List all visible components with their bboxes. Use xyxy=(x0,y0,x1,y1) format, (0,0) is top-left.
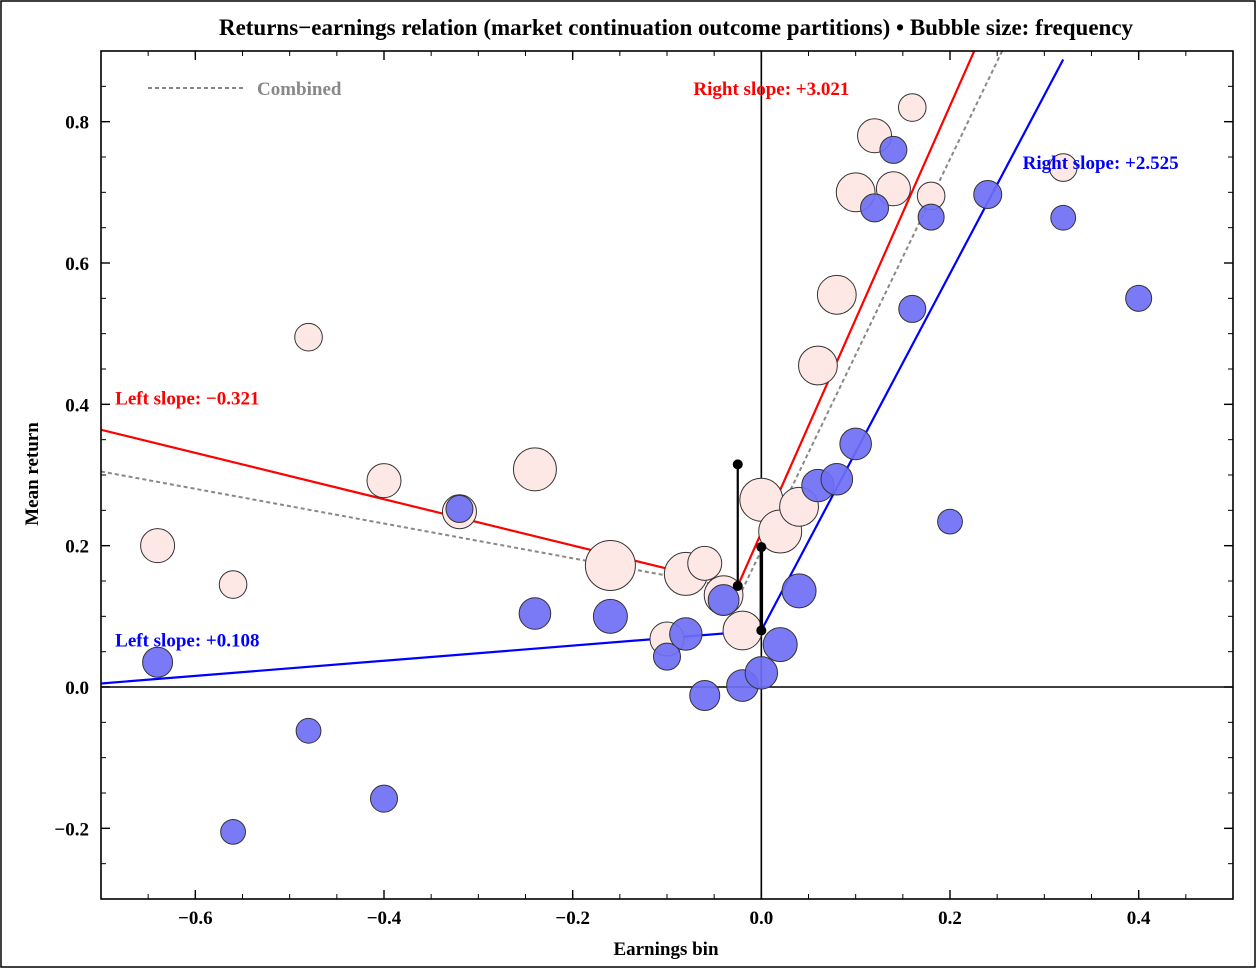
pink-bubble-11 xyxy=(722,610,763,651)
marker-top-0 xyxy=(732,459,743,470)
marker-base-1 xyxy=(756,625,767,636)
legend: Combined xyxy=(148,79,342,100)
pink-bubble-16 xyxy=(816,274,857,315)
x-tick-label-4: 0.2 xyxy=(938,908,962,929)
blue-bubble-20 xyxy=(898,294,927,323)
pink-bubble-0 xyxy=(140,528,176,564)
blue-bubble-21 xyxy=(917,203,945,231)
pink-bubble-9 xyxy=(687,545,723,581)
blue-bubble-7 xyxy=(653,642,681,671)
y-tick-label-1: 0.0 xyxy=(65,678,89,699)
slope-annotation-red-1: Right slope: +3.021 xyxy=(693,79,849,100)
blue-bubble-18 xyxy=(860,193,890,223)
x-tick-label-5: 0.4 xyxy=(1127,908,1151,929)
plot-area xyxy=(101,51,1233,899)
pink-bubble-19 xyxy=(875,171,911,207)
pink-bubble-20 xyxy=(897,93,927,122)
y-tick-label-3: 0.4 xyxy=(65,395,89,416)
x-tick-label-1: −0.4 xyxy=(367,908,402,929)
blue-bubble-24 xyxy=(1050,204,1077,231)
blue-bubble-4 xyxy=(445,494,474,523)
y-axis-label: Mean return xyxy=(22,422,43,526)
pink-bubble-15 xyxy=(798,345,838,386)
chart-title: Returns−earnings relation (market contin… xyxy=(219,15,1134,40)
blue-bubble-22 xyxy=(937,508,963,535)
pink-bubble-22 xyxy=(1048,153,1078,182)
blue-bubble-3 xyxy=(370,784,398,813)
blue-bubble-0 xyxy=(142,646,174,678)
slope-annotation-blue-1: Right slope: +2.525 xyxy=(1023,153,1179,174)
blue-bubble-13 xyxy=(762,627,798,663)
blue-bubble-14 xyxy=(781,573,817,609)
x-tick-label-0: −0.6 xyxy=(178,908,213,929)
slope-annotation-red-0: Left slope: −0.321 xyxy=(115,388,259,409)
pink-bubble-1 xyxy=(218,570,248,599)
plot-content: Left slope: −0.321 Right slope: +3.021 Lef… xyxy=(101,51,1233,899)
legend-combined-label: Combined xyxy=(257,79,342,100)
blue-bubble-2 xyxy=(295,717,322,744)
y-tick-label-4: 0.6 xyxy=(65,254,89,275)
blue-bubble-10 xyxy=(707,584,740,616)
blue-bubble-25 xyxy=(1125,284,1153,312)
slope-annotation-blue-0: Left slope: +0.108 xyxy=(115,631,259,652)
x-axis-label: Earnings bin xyxy=(613,939,719,960)
x-tick-label-2: −0.2 xyxy=(555,908,590,929)
blue-bubble-6 xyxy=(592,598,628,634)
blue-bubble-8 xyxy=(669,617,703,651)
blue-bubble-16 xyxy=(820,462,854,496)
pink-bubble-3 xyxy=(366,463,402,499)
blue-bubble-19 xyxy=(879,135,908,164)
y-tick-label-0: −0.2 xyxy=(54,819,89,840)
x-tick-label-3: 0.0 xyxy=(749,908,773,929)
y-tick-label-5: 0.8 xyxy=(65,113,89,134)
y-tick-label-2: 0.2 xyxy=(65,537,89,558)
blue-bubble-1 xyxy=(220,818,246,845)
blue-bubble-5 xyxy=(518,597,552,630)
blue-bubble-12 xyxy=(744,656,779,690)
marker-top-1 xyxy=(756,542,767,553)
blue-bubble-9 xyxy=(689,679,721,711)
pink-bubble-6 xyxy=(584,539,636,591)
marker-base-0 xyxy=(732,580,743,591)
pink-bubble-5 xyxy=(512,447,557,492)
blue-bubble-23 xyxy=(973,179,1003,209)
pink-bubble-2 xyxy=(294,322,323,352)
blue-bubble-17 xyxy=(839,427,872,461)
